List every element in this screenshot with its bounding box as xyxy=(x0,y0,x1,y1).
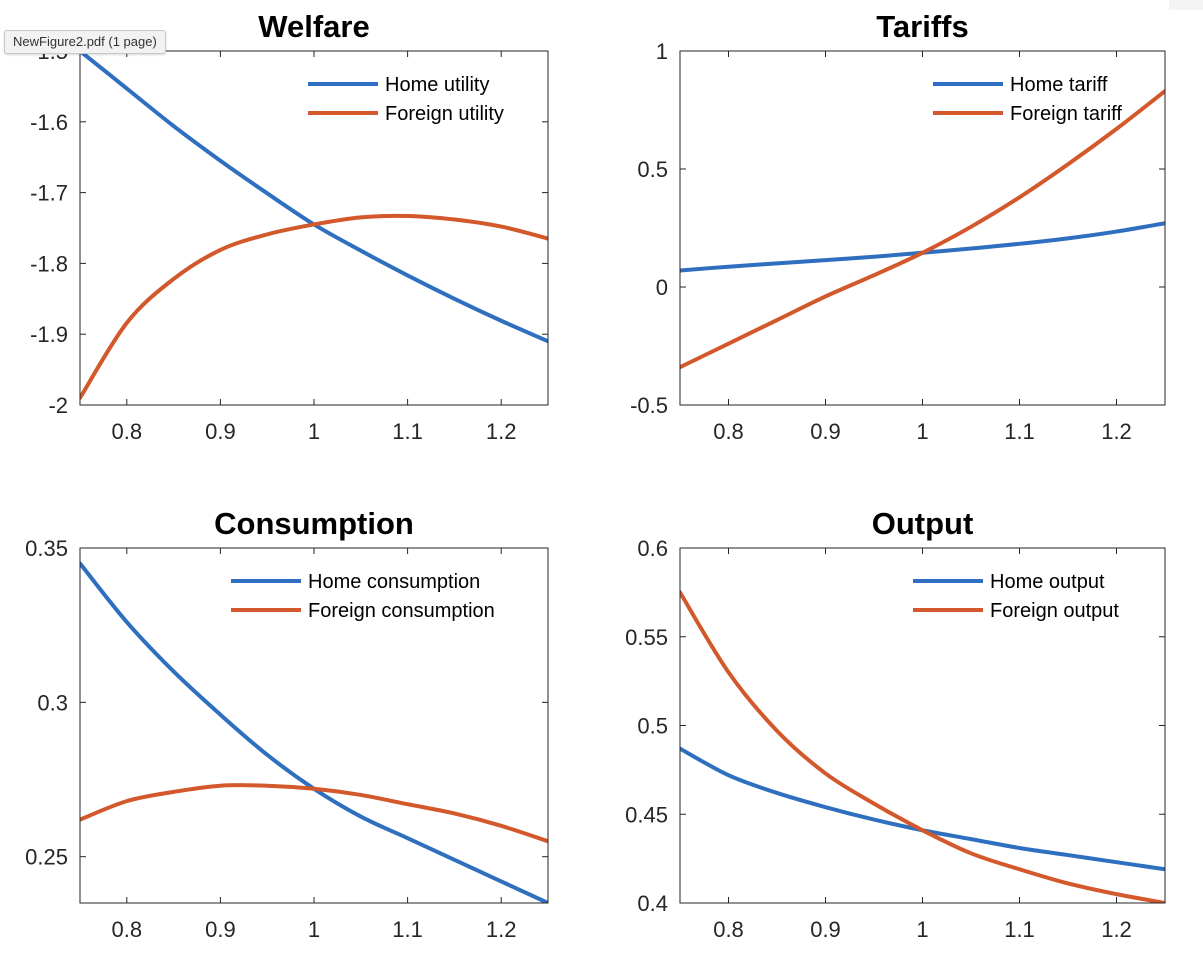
chart-panel-3: Consumption 0.8 0.9 1 1.1 1.2 0.25 0.3 0.35 Home … xyxy=(25,506,549,942)
x-tick-label: 1.1 xyxy=(392,419,423,444)
y-tick-label: -1.6 xyxy=(30,110,68,135)
x-tick-label: 0.9 xyxy=(810,419,841,444)
y-tick-label: -0.5 xyxy=(630,393,668,418)
legend-label: Foreign utility xyxy=(385,103,504,125)
x-tick-label: 0.8 xyxy=(713,419,744,444)
legend: Home tariff Foreign tariff xyxy=(933,74,1122,125)
series-lines xyxy=(80,51,548,400)
chart-title: Consumption xyxy=(214,506,414,541)
y-tick-label: 0.4 xyxy=(637,891,668,916)
series-line-foreign-consumption xyxy=(80,783,548,844)
x-tick-label: 1.1 xyxy=(1004,419,1035,444)
y-tick-label: 1 xyxy=(656,39,668,64)
y-tick-label: 0.3 xyxy=(37,690,68,715)
series-line-foreign-output xyxy=(680,590,1165,903)
legend-label: Foreign consumption xyxy=(308,600,495,622)
x-tick-label: 1.2 xyxy=(486,917,517,942)
chart-panel-2: Tariffs 0.8 0.9 1 1.1 1.2 -0.5 0 0.5 1 Home tariff… xyxy=(630,9,1166,444)
y-tick-label: 0 xyxy=(656,275,668,300)
chart-panel-1: Welfare0.80.911.11.2-2-1.9-1.8-1.7-1.6-1… xyxy=(30,9,549,444)
legend-label: Foreign output xyxy=(990,600,1119,622)
x-tick-label: 1.2 xyxy=(1101,419,1132,444)
legend-label: Home tariff xyxy=(1010,74,1108,96)
chart-title: Output xyxy=(872,506,974,541)
x-tick-label: 0.9 xyxy=(810,917,841,942)
x-tick-label: 1 xyxy=(308,917,320,942)
chart-title: Welfare xyxy=(258,9,369,44)
legend: Home utility Foreign utility xyxy=(308,74,504,125)
y-tick-label: 0.6 xyxy=(637,536,668,561)
y-tick-label: 0.25 xyxy=(25,845,68,870)
x-tick-label: 0.8 xyxy=(112,419,143,444)
series-line-foreign-tariff xyxy=(680,89,1165,370)
legend: Home consumption Foreign consumption xyxy=(231,571,495,622)
x-tick-label: 1 xyxy=(916,917,928,942)
x-tick-label: 0.8 xyxy=(713,917,744,942)
chart-title: Tariffs xyxy=(876,9,968,44)
series-lines xyxy=(680,590,1165,903)
x-tick-label: 0.9 xyxy=(205,917,236,942)
legend-label: Home output xyxy=(990,571,1105,593)
x-tick-label: 0.9 xyxy=(205,419,236,444)
y-tick-label: -1.9 xyxy=(30,322,68,347)
y-tick-label: -1.7 xyxy=(30,181,68,206)
x-tick-label: 1.1 xyxy=(1004,917,1035,942)
file-tooltip: NewFigure2.pdf (1 page) xyxy=(4,30,166,54)
y-tick-label: 0.55 xyxy=(625,625,668,650)
chart-panel-4: Output 0.8 0.9 1 1.1 1.2 0.4 0.45 0.5 0.55 0.6 Home… xyxy=(625,506,1166,942)
x-tick-label: 1.2 xyxy=(486,419,517,444)
legend-label: Foreign tariff xyxy=(1010,103,1122,125)
y-tick-label: 0.35 xyxy=(25,536,68,561)
y-tick-label: 0.5 xyxy=(637,714,668,739)
y-tick-label: -1.8 xyxy=(30,251,68,276)
x-tick-label: 1 xyxy=(916,419,928,444)
legend-label: Home utility xyxy=(385,74,489,96)
x-tick-label: 0.8 xyxy=(112,917,143,942)
legend-label: Home consumption xyxy=(308,571,480,593)
y-tick-label: 0.45 xyxy=(625,802,668,827)
series-lines xyxy=(80,561,548,903)
window-corner xyxy=(1169,0,1203,10)
x-tick-label: 1.1 xyxy=(392,917,423,942)
series-lines xyxy=(680,89,1165,370)
y-tick-label: 0.5 xyxy=(637,157,668,182)
x-tick-label: 1 xyxy=(308,419,320,444)
legend: Home output Foreign output xyxy=(913,571,1119,622)
y-tick-label: -2 xyxy=(48,393,68,418)
x-tick-label: 1.2 xyxy=(1101,917,1132,942)
series-line-foreign-utility xyxy=(80,213,548,400)
